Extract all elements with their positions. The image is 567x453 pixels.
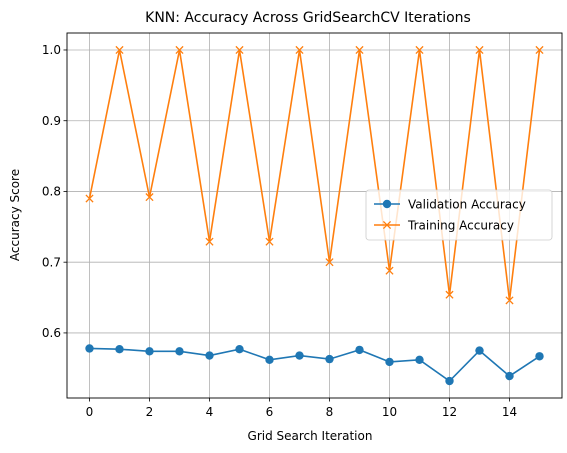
series-line (89, 347, 540, 383)
y-tick-label: 0.9 (42, 114, 61, 128)
series-validation (85, 344, 544, 386)
x-tick-label: 12 (442, 405, 457, 419)
data-point (445, 376, 454, 386)
data-point (205, 237, 214, 246)
x-tick-label: 4 (206, 405, 214, 419)
chart-title: KNN: Accuracy Across GridSearchCV Iterat… (145, 10, 471, 26)
x-axis: 0 2 4 6 8 10 12 14 (86, 398, 517, 419)
legend-marker (382, 199, 392, 209)
data-point (235, 45, 244, 55)
data-point (265, 237, 274, 246)
data-point (505, 296, 514, 305)
y-tick-label: 0.7 (42, 255, 61, 269)
data-point (115, 344, 124, 354)
data-point (385, 357, 394, 367)
data-point (445, 290, 454, 299)
data-point (145, 193, 154, 202)
series-training (85, 45, 544, 305)
plot-frame (66, 32, 563, 399)
data-point (415, 45, 424, 55)
data-point (115, 45, 124, 55)
data-point (85, 194, 94, 203)
data-point (175, 347, 184, 356)
data-point (295, 351, 304, 360)
x-axis-label: Grid Search Iteration (248, 429, 373, 443)
data-point (295, 45, 304, 55)
y-tick-label: 1.0 (42, 43, 61, 57)
data-point (535, 352, 544, 361)
data-point (325, 354, 334, 364)
data-point (475, 45, 484, 55)
data-point (475, 346, 484, 355)
legend-label: Training Accuracy (407, 219, 514, 233)
data-point (355, 345, 364, 355)
x-tick-label: 6 (266, 405, 274, 419)
legend-label: Validation Accuracy (408, 198, 526, 212)
legend-box (365, 189, 553, 241)
y-tick-label: 0.8 (42, 185, 61, 199)
x-tick-label: 8 (326, 405, 334, 419)
x-tick-label: 14 (502, 405, 517, 419)
y-axis-label: Accuracy Score (8, 169, 22, 261)
series-layer (85, 45, 544, 386)
data-point (205, 351, 214, 360)
series-line (88, 49, 541, 301)
legend: Validation Accuracy Training Accuracy (365, 189, 553, 241)
data-point (175, 45, 184, 55)
data-point (85, 344, 94, 353)
data-point (385, 266, 394, 275)
y-axis: 0.6 0.7 0.8 0.9 1.0 (42, 43, 67, 340)
data-point (325, 258, 334, 267)
y-tick-label: 0.6 (42, 326, 61, 340)
x-tick-label: 2 (146, 405, 154, 419)
legend-marker (382, 220, 392, 230)
data-point (265, 355, 274, 365)
x-tick-label: 10 (382, 405, 397, 419)
data-point (505, 371, 514, 381)
data-point (535, 45, 544, 55)
data-point (235, 344, 244, 354)
data-point (145, 347, 154, 356)
x-tick-label: 0 (86, 405, 94, 419)
data-point (415, 355, 424, 365)
data-point (355, 45, 364, 55)
